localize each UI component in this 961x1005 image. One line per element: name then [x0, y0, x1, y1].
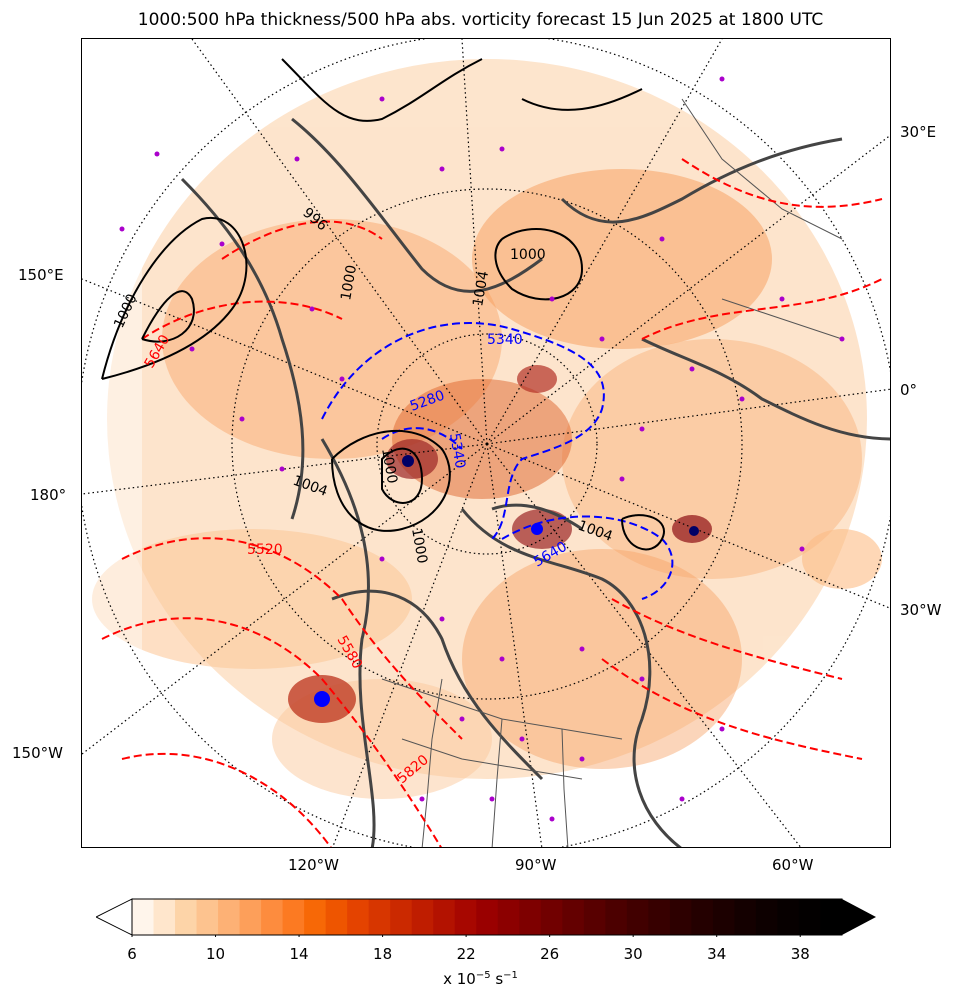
isobars [101, 58, 665, 551]
colorbar-swatch [562, 899, 585, 935]
colorbar-swatch [540, 899, 563, 935]
political-borders [381, 98, 843, 847]
colorbar-border [131, 898, 843, 936]
graticule [82, 39, 890, 847]
colorbar-units: x 10−5 s−1 [443, 970, 518, 988]
lon-label-right: 30°E [900, 123, 937, 141]
lon-label-left: 150°E [18, 266, 64, 284]
colorbar-tick-label: 34 [707, 945, 727, 963]
colorbar-max-extend [842, 899, 876, 935]
isobar-label: 1000 [338, 264, 360, 302]
colorbar-swatch [132, 899, 155, 935]
colorbar-swatch [626, 899, 649, 935]
colorbar-swatch [519, 899, 542, 935]
colorbar-swatch [347, 899, 370, 935]
map-panel[interactable]: 5520 5640 5340 5280 5340 5580 5820 5640 … [81, 38, 891, 848]
colorbar-swatch [390, 899, 413, 935]
colorbar-swatch [282, 899, 305, 935]
isobar-label: 1000 [510, 247, 546, 263]
colorbar-swatch [734, 899, 757, 935]
colorbar-swatch [777, 899, 800, 935]
thickness-label: 5340 [446, 432, 468, 470]
colorbar-swatch [648, 899, 671, 935]
colorbar-swatch [153, 899, 176, 935]
colorbar-tick-label: 30 [623, 945, 643, 963]
vorticity-shading [82, 39, 890, 847]
thickness-label: 5340 [487, 332, 523, 348]
colorbar-tick-label: 14 [289, 945, 309, 963]
lon-label-bottom: 90°W [515, 856, 557, 874]
colorbar-swatch [304, 899, 327, 935]
thickness-label: 5520 [247, 542, 283, 558]
isobar-label: 1000 [378, 447, 400, 485]
colorbar-swatch [368, 899, 391, 935]
colorbar-swatch [820, 899, 843, 935]
lon-label-left: 180° [30, 486, 67, 504]
colorbar-tick-label: 6 [127, 945, 137, 963]
colorbar-swatch [411, 899, 434, 935]
colorbar-swatch [196, 899, 219, 935]
colorbar-swatch [218, 899, 241, 935]
contour-labels: 5520 5640 5340 5280 5340 5580 5820 5640 … [111, 205, 615, 787]
colorbar-swatch [239, 899, 262, 935]
map-canvas: 5520 5640 5340 5280 5340 5580 5820 5640 … [82, 39, 890, 847]
colorbar-swatch [454, 899, 477, 935]
colorbar-tick-label: 18 [373, 945, 393, 963]
colorbar-swatch [712, 899, 735, 935]
lon-label-right: 0° [900, 381, 918, 399]
colorbar [96, 898, 876, 937]
coastlines [180, 117, 890, 847]
colorbar-swatch [433, 899, 456, 935]
lon-label-right: 30°W [900, 601, 942, 619]
colorbar-swatch [605, 899, 628, 935]
lon-label-left: 150°W [12, 744, 63, 762]
colorbar-swatch [583, 899, 606, 935]
colorbar-tick-label: 10 [205, 945, 226, 963]
colorbar-swatch [476, 899, 499, 935]
thickness-contours-cold [321, 322, 674, 600]
colorbar-swatch [175, 899, 198, 935]
colorbar-tick-label: 26 [540, 945, 560, 963]
station-markers [119, 76, 845, 822]
lon-label-bottom: 60°W [772, 856, 814, 874]
isobar-label: 1004 [470, 270, 492, 308]
colorbar-swatch [755, 899, 778, 935]
map-title: 1000:500 hPa thickness/500 hPa abs. vort… [137, 10, 824, 30]
colorbar-swatch [497, 899, 520, 935]
colorbar-tick-label: 22 [456, 945, 476, 963]
lon-label-bottom: 120°W [288, 856, 339, 874]
colorbar-min-extend [96, 898, 133, 936]
colorbar-swatch [691, 899, 714, 935]
colorbar-swatch [798, 899, 821, 935]
colorbar-swatch [669, 899, 692, 935]
colorbar-swatch [325, 899, 348, 935]
colorbar-tick-label: 38 [790, 945, 810, 963]
cyclone-centers [314, 455, 699, 707]
colorbar-swatch [261, 899, 284, 935]
isobar-label: 1000 [408, 527, 430, 565]
